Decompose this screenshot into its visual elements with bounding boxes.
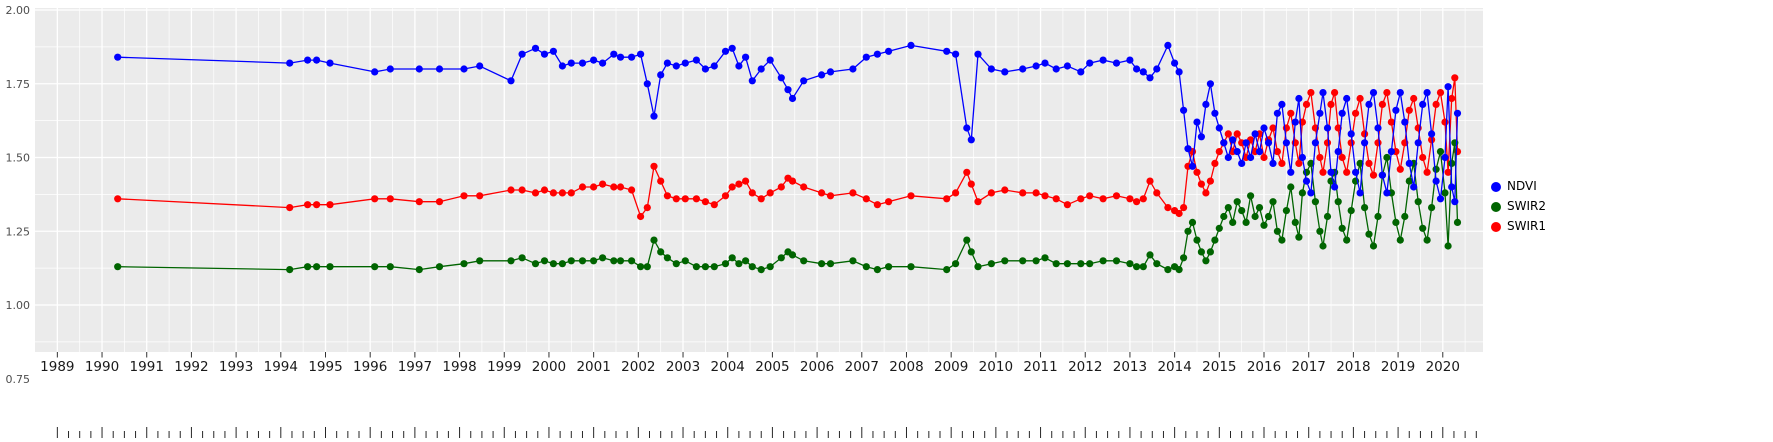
svg-text:2003: 2003	[666, 359, 700, 375]
svg-text:2001: 2001	[576, 359, 610, 375]
svg-text:1992: 1992	[174, 359, 208, 375]
series-ndvi	[114, 41, 1462, 206]
legend-item-swir2: SWIR2	[1491, 200, 1546, 213]
legend-item-swir1: SWIR1	[1491, 220, 1546, 233]
svg-text:2006: 2006	[800, 359, 834, 375]
series-layer	[114, 41, 1462, 274]
legend-label-ndvi: NDVI	[1507, 179, 1537, 193]
x-axis: 1989 1990 1991 1992 1993 1994 1995 1996 1997 1998…	[40, 352, 1460, 375]
legend-item-ndvi: NDVI	[1491, 180, 1546, 193]
svg-text:1.50: 1.50	[6, 152, 31, 165]
svg-text:2019: 2019	[1381, 359, 1415, 375]
legend-dot-ndvi	[1491, 181, 1501, 192]
svg-text:1997: 1997	[398, 359, 432, 375]
svg-text:2009: 2009	[934, 359, 968, 375]
svg-text:2014: 2014	[1157, 359, 1191, 375]
legend-label-swir2: SWIR2	[1507, 199, 1546, 213]
svg-text:1.75: 1.75	[6, 78, 31, 91]
svg-text:2004: 2004	[711, 359, 745, 375]
svg-text:1996: 1996	[353, 359, 387, 375]
svg-text:2000: 2000	[532, 359, 566, 375]
svg-text:2010: 2010	[979, 359, 1013, 375]
svg-text:2011: 2011	[1023, 359, 1057, 375]
svg-text:2002: 2002	[621, 359, 655, 375]
legend-dot-swir1	[1491, 221, 1501, 232]
svg-text:1.25: 1.25	[6, 225, 31, 238]
plot-panel	[35, 8, 1483, 352]
svg-text:2013: 2013	[1113, 359, 1147, 375]
svg-text:2005: 2005	[755, 359, 789, 375]
svg-text:1991: 1991	[130, 359, 164, 375]
svg-text:1998: 1998	[442, 359, 476, 375]
svg-text:1993: 1993	[219, 359, 253, 375]
svg-text:2015: 2015	[1202, 359, 1236, 375]
svg-text:1990: 1990	[85, 359, 119, 375]
svg-text:2012: 2012	[1068, 359, 1102, 375]
legend-dot-swir2	[1491, 201, 1501, 212]
svg-text:1.00: 1.00	[6, 299, 31, 312]
svg-text:1994: 1994	[264, 359, 298, 375]
svg-text:2.00: 2.00	[6, 4, 31, 17]
svg-text:2020: 2020	[1426, 359, 1460, 375]
series-swir2	[114, 139, 1462, 274]
legend-label-swir1: SWIR1	[1507, 219, 1546, 233]
y-axis: 0.75 1.00 1.25 1.50 1.75 2.00	[6, 4, 31, 386]
svg-text:2016: 2016	[1247, 359, 1281, 375]
series-swir1	[114, 74, 1462, 221]
svg-text:2017: 2017	[1292, 359, 1326, 375]
svg-text:2008: 2008	[889, 359, 923, 375]
svg-text:1999: 1999	[487, 359, 521, 375]
bottom-tick-row	[56, 427, 1477, 438]
svg-text:2018: 2018	[1336, 359, 1370, 375]
svg-text:1995: 1995	[308, 359, 342, 375]
svg-text:0.75: 0.75	[6, 373, 31, 386]
svg-text:1989: 1989	[40, 359, 74, 375]
chart-legend: NDVI SWIR2 SWIR1	[1491, 180, 1546, 233]
svg-text:2007: 2007	[845, 359, 879, 375]
